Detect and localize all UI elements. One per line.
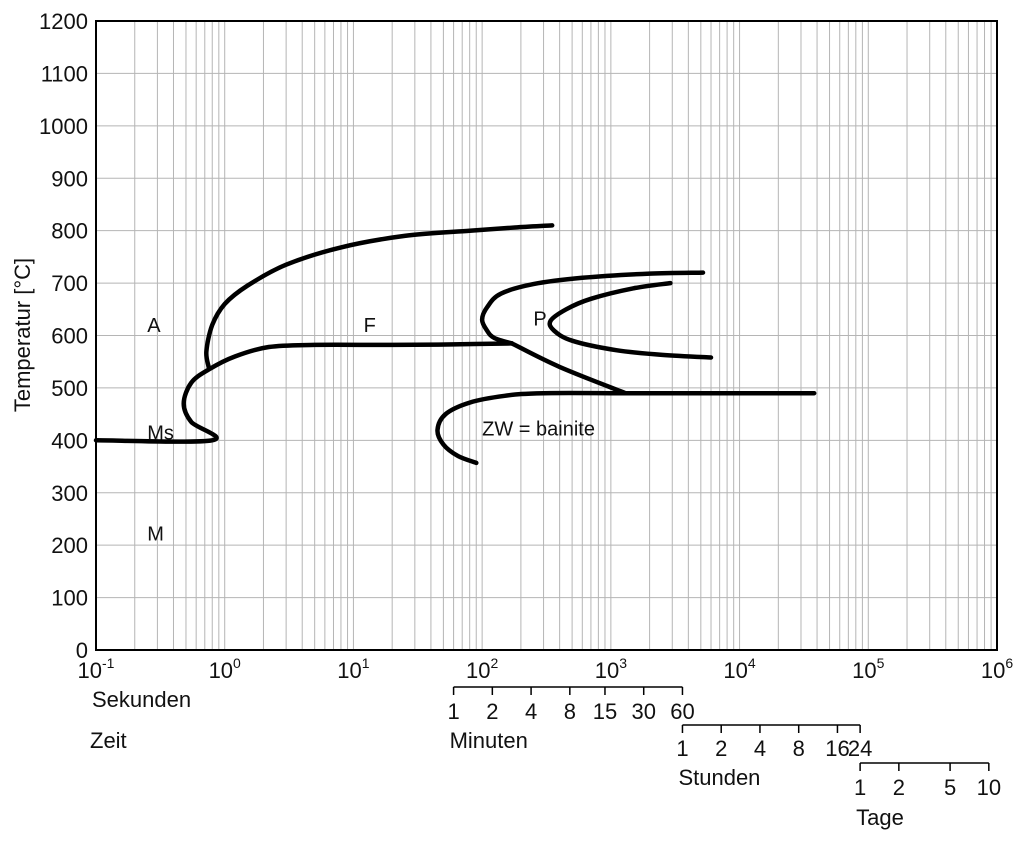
x-tick-label: 102: [466, 655, 498, 683]
time-scale-tick-label: 1: [447, 699, 459, 724]
time-scale-tick-label: 1: [854, 775, 866, 800]
y-tick-label: 700: [51, 271, 88, 296]
y-axis-label: Temperatur [°C]: [10, 258, 35, 412]
x-tick-label: 105: [852, 655, 884, 683]
time-scale-tick-label: 4: [754, 736, 766, 761]
transformation-curve: [204, 223, 555, 370]
time-scale-tick-label: 10: [977, 775, 1001, 800]
grid: [95, 20, 997, 651]
time-scale-tick-label: 15: [593, 699, 617, 724]
region-label: M: [147, 524, 164, 546]
time-scale-tick-label: 5: [944, 775, 956, 800]
y-tick-label: 100: [51, 586, 88, 611]
y-tick-label: 500: [51, 376, 88, 401]
y-tick-label: 0: [76, 638, 88, 663]
x-tick-label: 103: [595, 655, 627, 683]
y-tick-label: 300: [51, 481, 88, 506]
time-scale-tick-label: 30: [631, 699, 655, 724]
y-tick-label: 600: [51, 324, 88, 349]
region-label: F: [364, 315, 376, 337]
y-tick-label: 1100: [41, 61, 88, 86]
region-label: ZW = bainite: [482, 418, 595, 440]
region-labels: A F P Ms M ZW = bainite: [147, 309, 595, 546]
time-scale-tick-label: 4: [525, 699, 537, 724]
transformation-curve: [547, 280, 714, 360]
time-scale-tick-label: 2: [486, 699, 498, 724]
transformation-curve: [479, 270, 706, 346]
x-tick-label: 100: [209, 655, 241, 683]
transformation-curve: [509, 341, 628, 396]
time-scale-unit: Stunden: [678, 765, 760, 790]
x-tick-label: 104: [723, 655, 755, 683]
x-tick-label: 106: [981, 655, 1013, 683]
y-axis-ticks: 0 100 200 300 400 500 600 700 800 900 1000 1100 1200: [39, 9, 88, 663]
y-tick-label: 800: [51, 219, 88, 244]
plot-frame: [95, 20, 998, 651]
time-scale-tick-label: 16: [825, 736, 849, 761]
y-tick-label: 900: [51, 166, 88, 191]
x-tick-label: 101: [337, 655, 369, 683]
region-label: Ms: [147, 422, 174, 444]
y-tick-label: 1200: [39, 9, 88, 34]
region-label: P: [533, 309, 546, 331]
time-scale-tick-label: 1: [676, 736, 688, 761]
zeit-label: Zeit: [90, 728, 127, 753]
time-scale-unit: Minuten: [450, 728, 528, 753]
time-scale-tick-label: 60: [670, 699, 694, 724]
y-tick-label: 400: [51, 428, 88, 453]
y-tick-label: 200: [51, 533, 88, 558]
time-scale-tick-label: 8: [564, 699, 576, 724]
time-scale-tick-label: 2: [715, 736, 727, 761]
time-scale-tick-label: 2: [893, 775, 905, 800]
time-scale-unit: Sekunden: [92, 687, 191, 712]
time-scale-tick-label: 8: [793, 736, 805, 761]
x-axis-ticks: 10-1 100 101 102 103 104 105 106: [78, 655, 1014, 683]
time-scale-tick-label: 24: [848, 736, 872, 761]
transformation-curve: [93, 341, 515, 444]
region-label: A: [147, 315, 161, 337]
y-tick-label: 1000: [39, 114, 88, 139]
time-scale-unit: Tage: [856, 805, 904, 830]
x-tick-label: 10-1: [78, 655, 115, 683]
transformation-curve: [435, 390, 817, 466]
transformation-curves: [93, 223, 817, 466]
